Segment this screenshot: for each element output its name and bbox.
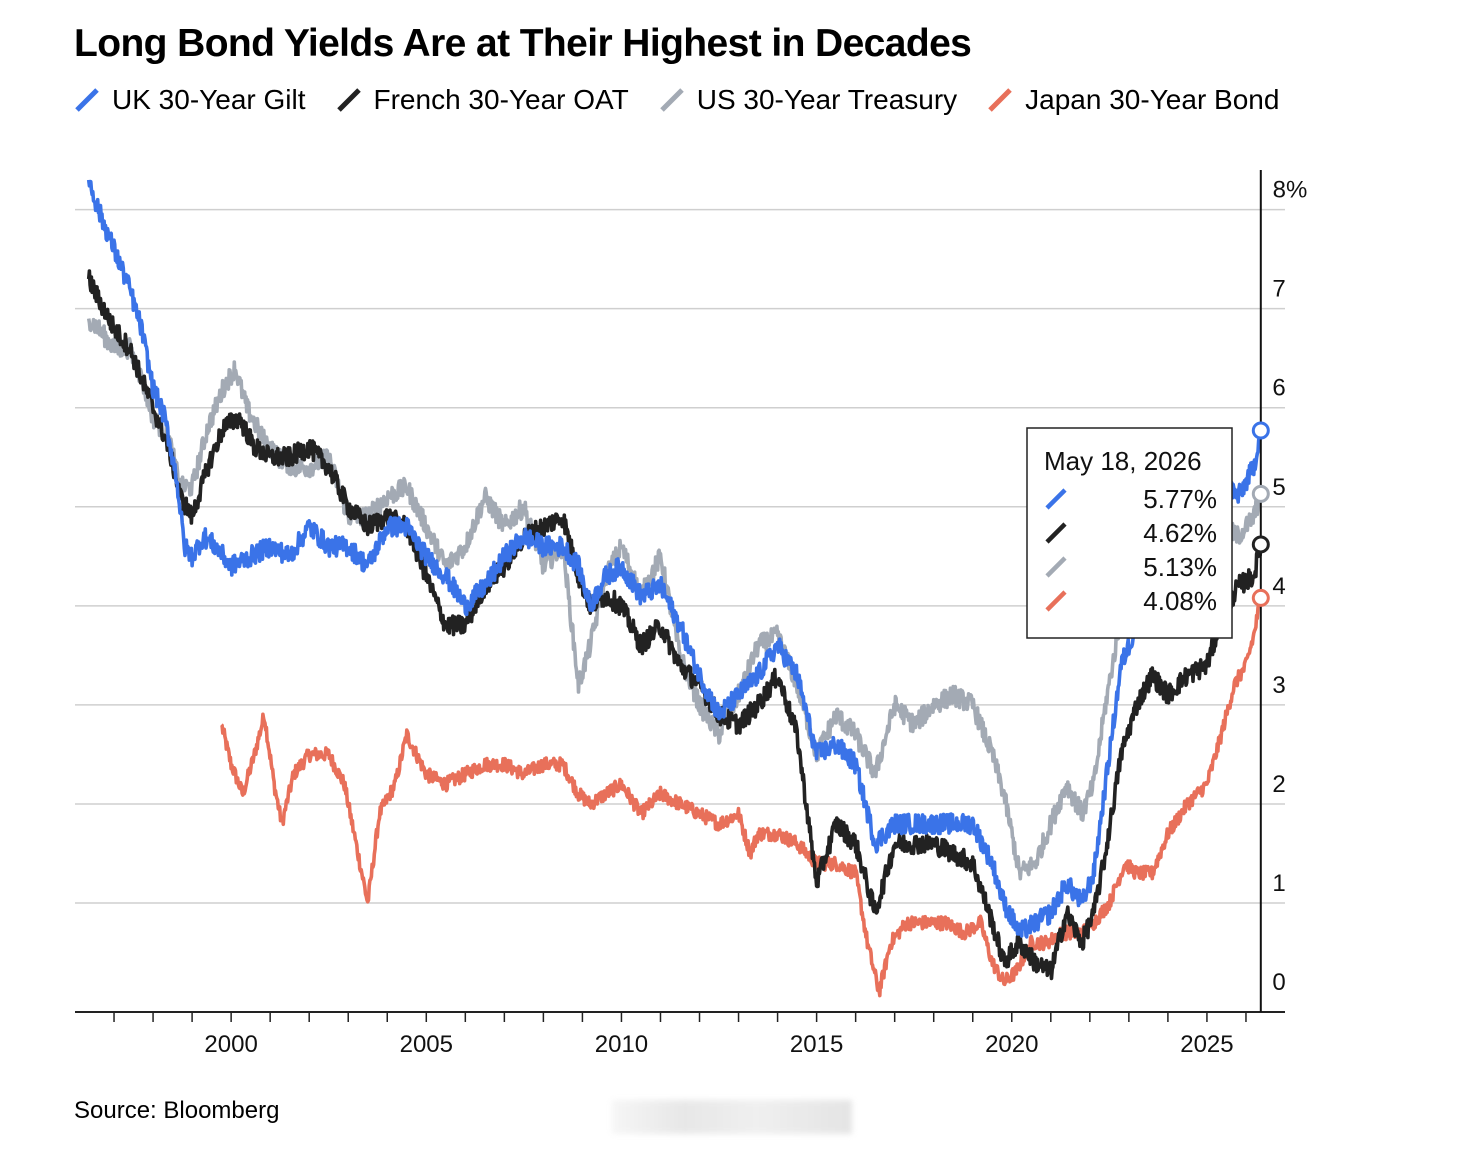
y-tick-label-1: 1 xyxy=(1272,870,1285,897)
tooltip-swatch-us xyxy=(1045,556,1067,578)
endpoint-marker-france xyxy=(1251,535,1270,554)
tooltip-swatch-france xyxy=(1045,522,1067,544)
y-tick-label-3: 3 xyxy=(1272,672,1285,699)
tooltip-value-us: 5.13% xyxy=(1143,552,1217,582)
tooltip-value-japan: 4.08% xyxy=(1143,586,1217,616)
tooltip-box xyxy=(1026,427,1233,639)
legend-swatch-uk xyxy=(75,88,99,112)
y-tick-label-6: 6 xyxy=(1272,375,1285,402)
y-tick-label-8: 8% xyxy=(1273,177,1308,204)
tooltip-date: May 18, 2026 xyxy=(1044,446,1202,476)
legend-label-uk: UK 30-Year Gilt xyxy=(112,84,306,115)
endpoint-marker-uk xyxy=(1251,421,1270,440)
y-tick-label-5: 5 xyxy=(1272,474,1285,501)
endpoint-marker-us xyxy=(1251,484,1270,503)
legend-label-us: US 30-Year Treasury xyxy=(696,84,958,115)
series-endpoints xyxy=(1251,421,1270,607)
source-note: Source: Bloomberg xyxy=(74,1097,280,1124)
x-tick-label-2000: 2000 xyxy=(204,1031,257,1058)
legend-item-france: French 30-Year OAT xyxy=(336,84,629,116)
hover-tooltip: May 18, 2026 5.77% 4.62% 5.13% 4.08% xyxy=(1026,427,1233,639)
series-line-uk xyxy=(86,179,1263,939)
legend-swatch-us xyxy=(659,88,684,112)
y-tick-labels: 0 1 2 3 4 5 6 7 8% xyxy=(1272,177,1307,996)
y-tick-label-4: 4 xyxy=(1272,573,1285,600)
legend-label-france: French 30-Year OAT xyxy=(373,84,629,115)
chart-title: Long Bond Yields Are at Their Highest in… xyxy=(74,22,972,65)
tooltip-value-france: 4.62% xyxy=(1143,518,1217,548)
x-tick-label-2020: 2020 xyxy=(985,1031,1038,1058)
tooltip-value-uk: 5.77% xyxy=(1143,484,1217,514)
x-tick-label-2015: 2015 xyxy=(790,1031,843,1058)
legend-label-japan: Japan 30-Year Bond xyxy=(1025,84,1280,115)
series-line-france xyxy=(86,269,1263,981)
tooltip-swatch-japan xyxy=(1045,590,1067,612)
legend-item-us: US 30-Year Treasury xyxy=(659,84,957,116)
watermark-smudge xyxy=(612,1100,852,1134)
legend-swatch-japan xyxy=(988,88,1012,112)
x-tick-label-2010: 2010 xyxy=(595,1031,648,1058)
series-lines xyxy=(86,179,1263,998)
tooltip-swatch-uk xyxy=(1045,488,1067,510)
y-tick-label-2: 2 xyxy=(1272,771,1285,798)
y-tick-label-7: 7 xyxy=(1272,276,1285,303)
legend-item-japan: Japan 30-Year Bond xyxy=(987,84,1279,116)
chart-legend: UK 30-Year Gilt French 30-Year OAT US 30… xyxy=(74,80,1309,120)
x-tick-labels: 2000 2005 2010 2015 2020 2025 xyxy=(204,1031,1233,1058)
endpoint-marker-japan xyxy=(1251,588,1270,607)
legend-swatch-france xyxy=(336,88,361,112)
x-tick-label-2005: 2005 xyxy=(400,1031,453,1058)
legend-item-uk: UK 30-Year Gilt xyxy=(74,84,306,116)
x-tick-label-2025: 2025 xyxy=(1180,1031,1233,1058)
y-tick-label-0: 0 xyxy=(1272,969,1285,996)
